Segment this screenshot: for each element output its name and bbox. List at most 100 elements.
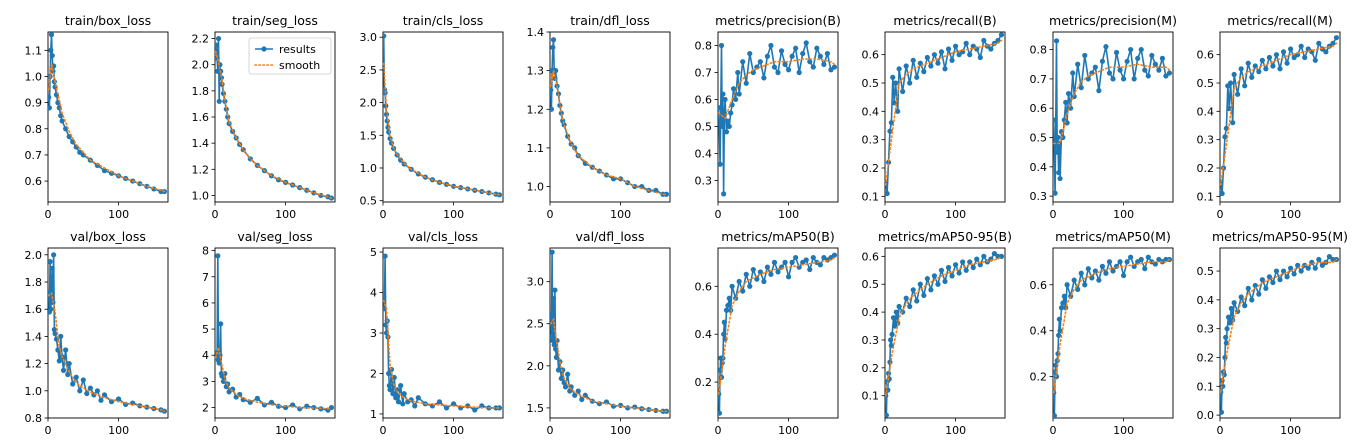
results-point bbox=[810, 64, 816, 70]
results-point bbox=[764, 264, 771, 270]
results-point bbox=[888, 337, 894, 343]
y-tick-label: 7 bbox=[202, 271, 209, 284]
y-tick-label: 1.5 bbox=[360, 129, 378, 142]
y-tick-label: 0.6 bbox=[862, 250, 880, 263]
chart-panel: train/seg_loss 1.0 1.2 1.4 1.6 1.8 2.0 2.2 0 100 r… bbox=[192, 13, 336, 221]
results-point bbox=[729, 283, 735, 289]
results-point bbox=[782, 61, 788, 67]
results-point bbox=[1078, 85, 1084, 91]
y-tick-label: 0.6 bbox=[695, 93, 713, 106]
y-tick-label: 2.5 bbox=[360, 64, 378, 77]
x-tick-label: 100 bbox=[443, 208, 464, 221]
results-point bbox=[768, 271, 774, 277]
results-point bbox=[800, 50, 806, 57]
x-tick-label: 0 bbox=[380, 424, 387, 437]
results-point bbox=[885, 190, 890, 197]
results-point bbox=[567, 388, 573, 394]
results-point bbox=[725, 302, 731, 309]
y-tick-label: 1.4 bbox=[527, 26, 545, 39]
results-point bbox=[65, 371, 71, 378]
results-point bbox=[896, 303, 902, 310]
results-point bbox=[887, 128, 893, 134]
results-point bbox=[1298, 268, 1304, 274]
results-point bbox=[1225, 314, 1232, 320]
chart-panel: train/cls_loss 0.5 1.0 1.5 2.0 2.5 3.0 0 100 bbox=[360, 13, 504, 221]
results-point bbox=[1312, 57, 1318, 63]
results-point bbox=[895, 108, 901, 114]
results-point bbox=[1142, 266, 1148, 272]
results-point bbox=[1231, 300, 1237, 306]
results-point bbox=[900, 88, 906, 95]
x-tick-label: 0 bbox=[882, 208, 889, 221]
x-tick-label: 100 bbox=[275, 208, 296, 221]
results-point bbox=[821, 61, 827, 67]
plot-frame bbox=[47, 31, 169, 203]
y-tick-label: 1.2 bbox=[192, 163, 210, 176]
results-point bbox=[558, 375, 564, 382]
results-point bbox=[572, 145, 578, 151]
x-tick-label: 100 bbox=[610, 424, 631, 437]
x-tick-label: 0 bbox=[45, 208, 52, 221]
results-point bbox=[889, 331, 895, 337]
legend-smooth-label: smooth bbox=[279, 59, 320, 72]
results-point bbox=[1287, 46, 1294, 52]
x-tick-label: 100 bbox=[945, 424, 966, 437]
results-point bbox=[1099, 263, 1106, 269]
y-tick-label: 0.2 bbox=[862, 362, 880, 375]
y-tick-label: 0.7 bbox=[695, 66, 713, 79]
plot-frame bbox=[1052, 247, 1174, 419]
results-point bbox=[137, 403, 143, 409]
results-point bbox=[555, 367, 562, 373]
y-tick-label: 1.8 bbox=[192, 85, 210, 98]
smooth-line bbox=[383, 62, 501, 196]
results-point bbox=[1256, 291, 1262, 297]
results-point bbox=[98, 397, 104, 403]
results-point bbox=[1156, 67, 1162, 73]
chart-panel: val/box_loss 0.8 1.0 1.2 1.4 1.6 1.8 2.0 0 100 bbox=[25, 229, 169, 437]
results-point bbox=[48, 306, 54, 312]
results-point bbox=[1277, 66, 1283, 72]
y-tick-label: 5 bbox=[202, 323, 209, 336]
y-tick-label: 0.3 bbox=[1197, 323, 1215, 336]
results-point bbox=[907, 303, 913, 310]
y-tick-label: 0.3 bbox=[1197, 134, 1215, 147]
results-point bbox=[1065, 90, 1072, 97]
y-tick-label: 1.1 bbox=[25, 44, 43, 57]
y-tick-label: 1.4 bbox=[25, 330, 43, 343]
results-point bbox=[723, 307, 730, 313]
results-point bbox=[383, 293, 387, 300]
results-point bbox=[1220, 409, 1225, 415]
results-point bbox=[1113, 49, 1120, 56]
y-tick-label: 5 bbox=[370, 246, 377, 259]
results-point bbox=[48, 94, 52, 100]
results-point bbox=[750, 266, 756, 273]
smooth-line bbox=[48, 63, 166, 193]
results-point bbox=[1227, 80, 1234, 86]
results-point bbox=[761, 278, 767, 285]
results-point bbox=[1326, 254, 1333, 260]
results-line bbox=[550, 252, 667, 413]
results-point bbox=[963, 267, 969, 273]
results-point bbox=[383, 253, 388, 259]
results-point bbox=[967, 52, 973, 58]
legend-results-label: results bbox=[279, 43, 316, 56]
results-point bbox=[803, 257, 809, 263]
smooth-line bbox=[885, 39, 1003, 186]
results-point bbox=[385, 124, 391, 131]
results-point bbox=[740, 288, 746, 294]
results-point bbox=[70, 381, 76, 387]
results-point bbox=[390, 391, 396, 397]
y-tick-label: 0.6 bbox=[695, 280, 713, 293]
results-point bbox=[1082, 282, 1088, 288]
results-point bbox=[1103, 270, 1109, 276]
y-tick-label: 0.2 bbox=[695, 376, 713, 389]
results-point bbox=[268, 399, 275, 405]
chart-panel: metrics/mAP50(M) 0.2 0.4 0.6 0 100 bbox=[1030, 229, 1174, 437]
y-tick-label: 0.1 bbox=[862, 390, 880, 403]
results-point bbox=[560, 367, 566, 373]
results-point bbox=[824, 50, 831, 57]
x-tick-label: 0 bbox=[1217, 424, 1224, 437]
x-tick-label: 100 bbox=[108, 208, 129, 221]
chart-panel: val/seg_loss 2 3 4 5 6 7 8 0 100 bbox=[202, 229, 336, 437]
plot-frame bbox=[549, 247, 671, 419]
